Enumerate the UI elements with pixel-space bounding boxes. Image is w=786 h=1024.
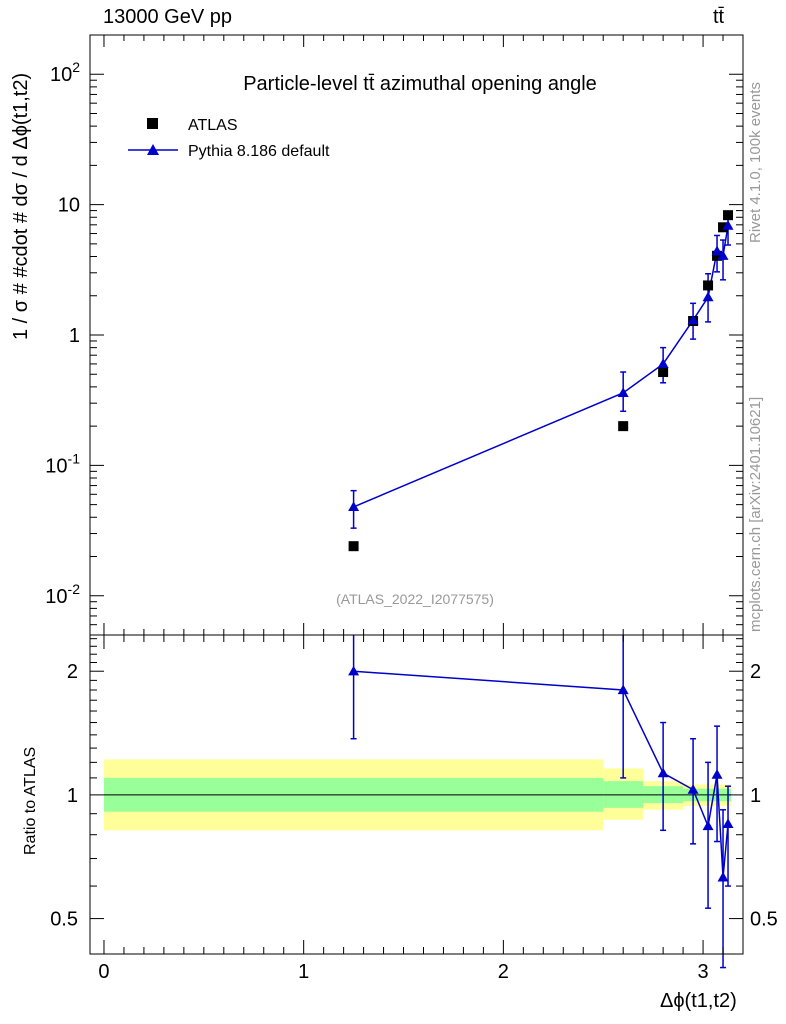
mc-data-point [722, 220, 734, 230]
x-tick-label: 2 [498, 961, 509, 983]
ratio-plot-content [103, 635, 734, 969]
main-panel: Particle-level tt̄ azimuthal opening ang… [45, 34, 744, 636]
y-axis-label-ratio: Ratio to ATLAS [22, 746, 39, 855]
x-tick-label: 1 [298, 961, 309, 983]
y-tick-label: 10-1 [45, 450, 80, 477]
legend-marker-mc [147, 144, 159, 155]
ratio-mc-point [702, 820, 714, 831]
x-tick-label: 0 [98, 961, 109, 983]
ratio-frame [89, 634, 744, 955]
mc-data-point [702, 291, 714, 302]
mc-data-point [687, 314, 699, 325]
mc-data-point [348, 501, 360, 512]
mc-data-point [657, 358, 669, 369]
atlas-data-point [703, 280, 714, 291]
ratio-panel: 0.5 0.5 1 1 2 2 0 1 2 3 [50, 634, 778, 983]
ratio-mc-line [353, 670, 729, 878]
legend-label-atlas: ATLAS [188, 117, 238, 134]
main-plot-content [348, 210, 734, 552]
analysis-tag: (ATLAS_2022_I2077575) [336, 591, 494, 607]
legend-marker-atlas [147, 118, 158, 129]
atlas-data-point [348, 541, 359, 552]
ratio-mc-point [348, 665, 360, 676]
y-axis-label-main: 1 / σ # #cdot # dσ / d Δϕ(t1,t2) [10, 72, 32, 340]
ratio-mc-point [717, 871, 729, 882]
y-tick-label: 10 [58, 195, 80, 217]
mc-data-point [711, 245, 723, 256]
ratio-mc-point [687, 784, 699, 794]
x-axis-label: Δϕ(t1,t2) [660, 990, 737, 1012]
process-label: tt̄ [713, 6, 725, 28]
legend: ATLAS Pythia 8.186 default [128, 117, 330, 160]
y-tick-label: 102 [50, 59, 80, 86]
main-title: Particle-level tt̄ azimuthal opening ang… [243, 73, 597, 95]
ratio-mc-point [657, 767, 669, 778]
ratio-y-tick-label-right: 1 [750, 785, 761, 807]
ratio-y-tick-label-right: 0.5 [750, 909, 778, 931]
atlas-data-point [723, 210, 734, 221]
legend-label-mc: Pythia 8.186 default [188, 143, 330, 160]
ratio-y-tick-label-left: 0.5 [50, 909, 78, 931]
atlas-data-point [658, 367, 669, 378]
ratio-y-tick-label-left: 1 [67, 785, 78, 807]
y-tick-label: 1 [69, 325, 80, 347]
ratio-y-tick-label-right: 2 [750, 661, 761, 683]
atlas-data-point [712, 250, 723, 261]
ratio-mc-point [722, 818, 734, 829]
main-axes: 10-2 10-1 1 10 102 [45, 34, 744, 636]
atlas-data-point [718, 222, 729, 233]
atlas-data-point [618, 421, 629, 432]
site-info-label: mcplots.cern.ch [arXiv:2401.10621] [747, 396, 764, 632]
y-tick-label: 10-2 [45, 581, 80, 608]
ratio-y-tick-label-left: 2 [67, 661, 78, 683]
ratio-axes: 0.5 0.5 1 1 2 2 0 1 2 3 [50, 635, 778, 983]
rivet-info-label: Rivet 4.1.0, 100k events [747, 82, 764, 243]
x-tick-label: 3 [697, 961, 708, 983]
energy-label: 13000 GeV pp [103, 6, 232, 28]
mc-data-point [617, 387, 629, 397]
ratio-mc-point [617, 684, 629, 695]
ratio-mc-point [711, 769, 723, 779]
mc-data-point [717, 250, 729, 260]
